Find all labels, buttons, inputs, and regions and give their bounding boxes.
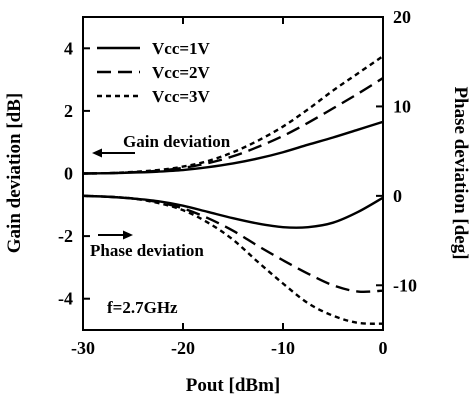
- gain-deviation-annotation: Gain deviation: [123, 132, 231, 151]
- x-tick-label: 0: [379, 338, 388, 358]
- legend-label-vcc3: Vcc=3V: [152, 87, 211, 106]
- y-tick-label-right: 20: [393, 7, 411, 27]
- phase-curve-vcc2: [82, 194, 384, 294]
- y-tick-label-right: 0: [393, 186, 402, 206]
- y-tick-label-left: 0: [64, 164, 73, 184]
- y-tick-label-right: -10: [393, 275, 417, 295]
- y-axis-title-right: Phase deviation [deg]: [450, 86, 471, 259]
- legend-label-vcc2: Vcc=2V: [152, 63, 211, 82]
- y-tick-label-right: 10: [393, 96, 411, 116]
- x-axis-title: Pout [dBm]: [186, 375, 280, 396]
- phase-arrow-right-icon: [123, 230, 133, 240]
- phase-deviation-annotation: Phase deviation: [90, 241, 204, 260]
- y-tick-label-left: 2: [64, 101, 73, 121]
- gain-curve-vcc3: [82, 55, 384, 175]
- data-curves: [82, 55, 384, 325]
- x-tick-label: -30: [71, 338, 95, 358]
- y-tick-label-left: -2: [58, 226, 73, 246]
- x-tick-label: -10: [271, 338, 295, 358]
- x-tick-label: -20: [171, 338, 195, 358]
- y-axis-title-left: Gain deviation [dB]: [4, 93, 25, 253]
- y-tick-label-left: 4: [64, 38, 73, 58]
- gain-arrow-left-icon: [92, 148, 102, 158]
- legend: Vcc=1V Vcc=2V Vcc=3V: [97, 39, 211, 106]
- legend-label-vcc1: Vcc=1V: [152, 39, 211, 58]
- y-tick-label-left: -4: [58, 289, 73, 309]
- phase-curve-vcc1: [82, 194, 384, 229]
- axis-ticks: [82, 16, 384, 330]
- gain-curve-vcc2: [82, 77, 384, 175]
- frequency-annotation: f=2.7GHz: [107, 298, 178, 317]
